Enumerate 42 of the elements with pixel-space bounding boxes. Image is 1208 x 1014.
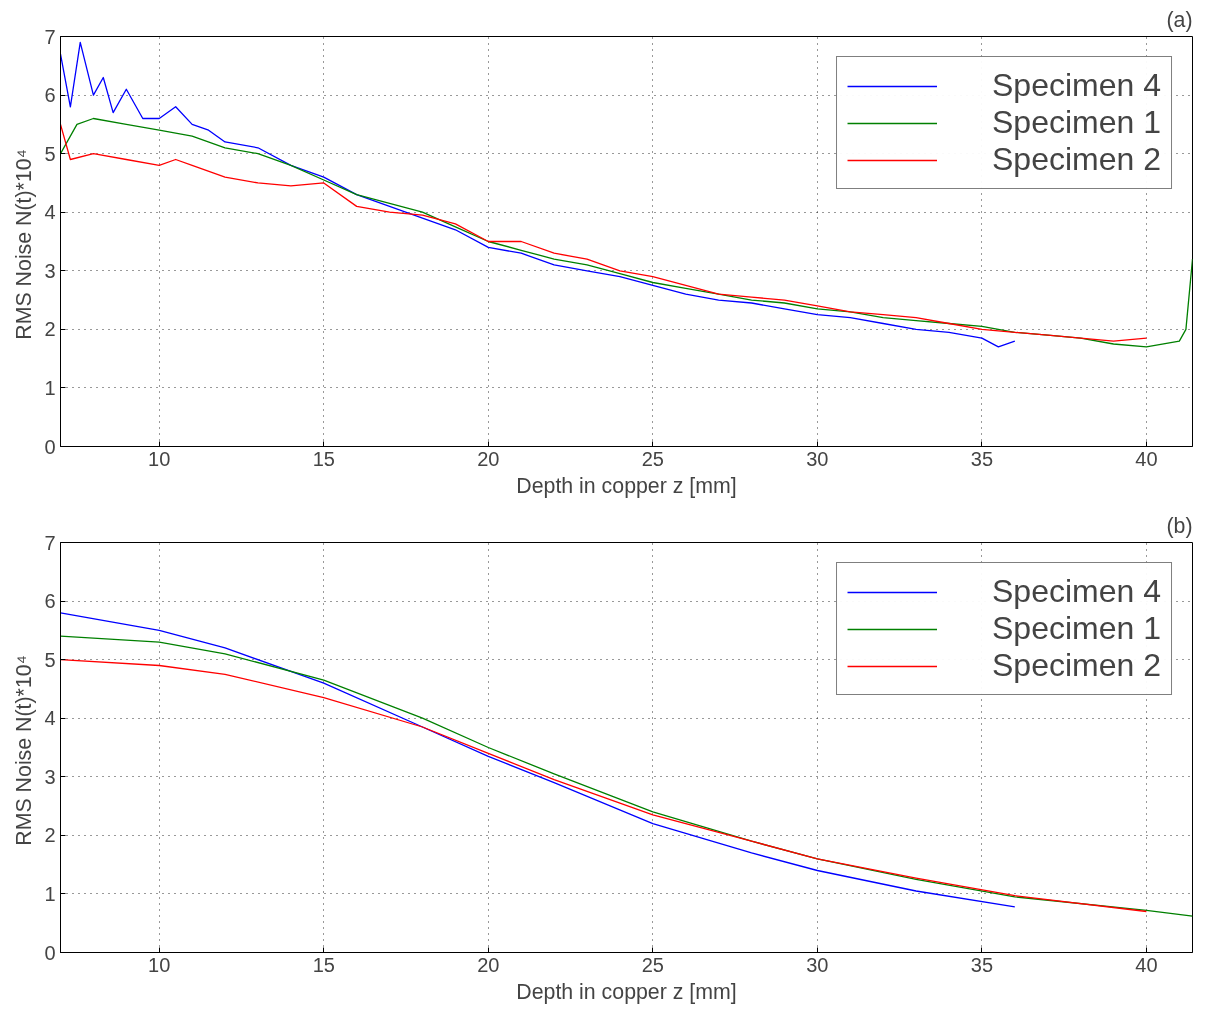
x-tick-label: 15 xyxy=(312,953,335,976)
text: (a) xyxy=(1166,7,1193,32)
y-tick-label: 2 xyxy=(44,824,56,847)
legend-label: Specimen 4 xyxy=(992,67,1161,104)
x-tick-label: 40 xyxy=(1135,953,1158,976)
x-tick-label: 30 xyxy=(806,953,829,976)
y-tick-label: 7 xyxy=(44,531,56,554)
y-tick-label: 5 xyxy=(44,142,56,165)
x-axis-title: Depth in copper z [mm] xyxy=(516,979,737,1004)
legend-label: Specimen 1 xyxy=(992,610,1161,647)
x-tick-label: 25 xyxy=(641,953,664,976)
y-axis-title: RMS Noise N(t)*10⁴ xyxy=(12,149,37,340)
y-tick-label: 1 xyxy=(44,882,56,905)
x-tick-label: 10 xyxy=(148,953,171,976)
y-tick-label: 1 xyxy=(44,376,56,399)
y-tick-label: 4 xyxy=(44,201,56,224)
legend-label: Specimen 2 xyxy=(992,647,1161,684)
x-tick-label: 40 xyxy=(1135,447,1158,470)
y-tick-label: 3 xyxy=(44,765,56,788)
y-tick-label: 0 xyxy=(44,941,56,964)
x-tick-label: 35 xyxy=(970,447,994,470)
x-tick-label: 20 xyxy=(477,953,500,976)
legend-label: Specimen 1 xyxy=(992,104,1161,141)
y-tick-label: 5 xyxy=(44,648,56,671)
y-tick-label: 2 xyxy=(44,318,56,341)
legend-label: Specimen 2 xyxy=(992,141,1161,178)
x-tick-label: 30 xyxy=(806,447,829,470)
x-tick-label: 10 xyxy=(148,447,171,470)
y-tick-label: 4 xyxy=(44,707,56,730)
legend-label: Specimen 4 xyxy=(992,573,1161,610)
x-axis-title: Depth in copper z [mm] xyxy=(516,473,737,498)
y-tick-label: 7 xyxy=(44,25,56,48)
y-tick-label: 0 xyxy=(44,435,56,458)
x-tick-label: 25 xyxy=(641,447,664,470)
x-tick-label: 20 xyxy=(477,447,500,470)
x-tick-label: 15 xyxy=(312,447,335,470)
y-axis-title: RMS Noise N(t)*10⁴ xyxy=(12,655,37,846)
y-tick-label: 6 xyxy=(44,84,56,107)
x-tick-label: 35 xyxy=(970,953,994,976)
y-tick-label: 6 xyxy=(44,590,56,613)
text: (b) xyxy=(1166,513,1193,538)
y-tick-label: 3 xyxy=(44,259,56,282)
